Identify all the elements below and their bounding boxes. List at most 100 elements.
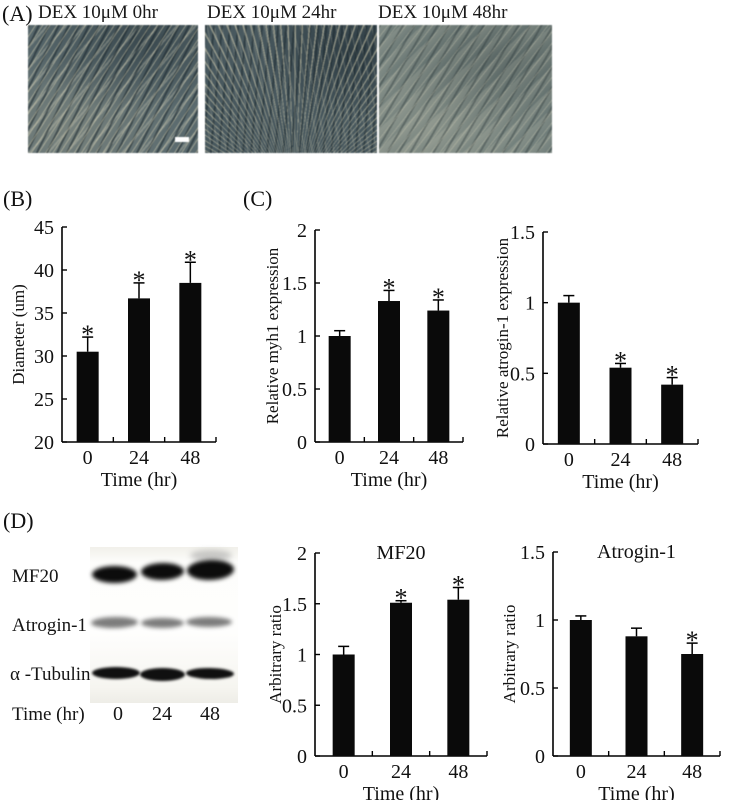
blot-lane-axis-label: Time (hr)	[12, 704, 85, 725]
y-tick-label: 0.5	[520, 678, 545, 700]
blot-band	[140, 562, 185, 581]
y-tick-label: 35	[34, 303, 54, 325]
chart-svg-atrogin1_protein: 0 0.5 1 1.5 0 24 * 48 Time (hr) Arbitrary ratio At…	[500, 541, 721, 800]
y-axis-title: Relative myh1 expression	[263, 247, 282, 424]
x-axis-title: Time (hr)	[582, 471, 658, 493]
significance-asterisk: *	[81, 320, 94, 349]
blot-row-label-atrogin1: Atrogin-1	[12, 615, 87, 636]
bar-0hr	[76, 351, 99, 442]
blot-row-label-alpha-tubulin: α -Tubulin	[10, 664, 91, 685]
y-tick-label: 1.5	[282, 594, 307, 616]
y-tick-label: 1	[297, 326, 307, 348]
x-category-label: 24	[391, 761, 411, 783]
blot-band	[141, 618, 184, 628]
y-tick-label: 20	[34, 432, 54, 454]
micrograph-24hr	[205, 25, 377, 153]
y-tick-label: 0	[297, 432, 307, 454]
micrograph-title-48hr: DEX 10μM 48hr	[378, 2, 508, 23]
x-category-label: 0	[335, 447, 345, 469]
bar-24hr	[390, 602, 412, 756]
y-tick-label: 0	[535, 746, 545, 768]
chart-title: MF20	[377, 542, 426, 564]
x-category-label: 48	[662, 449, 682, 471]
bar-24hr	[128, 298, 150, 442]
y-tick-label: 1.5	[520, 542, 545, 564]
panel-a-label: (A)	[2, 1, 33, 26]
bar-48hr	[681, 654, 704, 756]
bar-0hr	[328, 336, 351, 442]
x-axis-title: Time (hr)	[598, 783, 674, 800]
significance-asterisk: *	[432, 283, 445, 312]
significance-asterisk: *	[686, 626, 699, 655]
y-tick-label: 1	[535, 610, 545, 632]
x-category-label: 0	[339, 761, 349, 783]
micrograph-title-0hr: DEX 10μM 0hr	[38, 2, 158, 23]
blot-band	[90, 616, 139, 629]
y-tick-label: 2	[297, 220, 307, 242]
chart-title: Atrogin-1	[597, 541, 676, 563]
bar-0hr	[569, 620, 592, 756]
chart-svg-mf20_protein: 0 0.5 1 1.5 2 0 * 24 * 48 Time (hr) Arbitrary ratio…	[266, 542, 488, 800]
blot-band	[92, 667, 140, 679]
x-category-label: 48	[448, 761, 468, 783]
blot-lane-label-48: 48	[200, 703, 220, 725]
y-axis-title: Arbitrary ratio	[500, 605, 519, 704]
y-tick-label: 0.5	[282, 695, 307, 717]
y-tick-label: 1.5	[282, 273, 307, 295]
chart-diameter: 20 25 30 35 40 45 * 0 * 24 * 48 Time (hr) Diameter (u…	[0, 210, 240, 502]
significance-asterisk: *	[395, 584, 408, 613]
y-tick-label: 0.5	[510, 363, 535, 385]
x-category-label: 24	[379, 447, 399, 469]
x-category-label: 48	[682, 761, 702, 783]
y-tick-label: 1.5	[510, 222, 535, 244]
y-tick-label: 0	[297, 746, 307, 768]
panel-d-label: (D)	[3, 508, 34, 533]
y-tick-label: 45	[34, 217, 54, 239]
bar-24hr	[378, 301, 400, 442]
blot-lane-label-0: 0	[113, 703, 123, 725]
y-tick-label: 40	[34, 260, 54, 282]
chart-mf20-ratio: 0 0.5 1 1.5 2 0 * 24 * 48 Time (hr) Arbitrary ratio…	[250, 540, 495, 800]
bar-0hr	[332, 654, 355, 756]
significance-asterisk: *	[666, 361, 679, 390]
chart-atrogin1-ratio: 0 0.5 1 1.5 0 24 * 48 Time (hr) Arbitrary ratio At…	[495, 540, 729, 800]
y-tick-label: 1	[297, 645, 307, 667]
western-blot	[90, 547, 238, 703]
x-category-label: 24	[611, 449, 631, 471]
panel-b-label: (B)	[3, 186, 33, 211]
y-tick-label: 0.5	[282, 379, 307, 401]
y-tick-label: 1	[525, 293, 535, 315]
scale-bar	[175, 137, 189, 142]
significance-asterisk: *	[133, 266, 146, 295]
x-category-label: 24	[129, 447, 149, 469]
y-tick-label: 0	[525, 434, 535, 456]
x-axis-title: Time (hr)	[101, 469, 177, 491]
chart-myh1-expression: 0 0.5 1 1.5 2 0 * 24 * 48 Time (hr) Relative myh1 e…	[250, 210, 485, 502]
bar-24hr	[625, 636, 648, 756]
significance-asterisk: *	[184, 245, 197, 274]
y-tick-label: 2	[297, 543, 307, 565]
x-category-label: 0	[576, 761, 586, 783]
blot-band	[185, 667, 235, 680]
blot-band	[186, 559, 235, 581]
bar-0hr	[557, 302, 580, 444]
y-axis-title: Diameter (um)	[9, 284, 28, 385]
significance-asterisk: *	[452, 571, 465, 600]
micrograph-0hr	[28, 25, 198, 153]
micrograph-title-24hr: DEX 10μM 24hr	[207, 2, 337, 23]
chart-atrogin1-expression: 0 0.5 1 1.5 0 * 24 * 48 Time (hr) Relative atrogin…	[490, 210, 729, 502]
x-category-label: 48	[180, 447, 200, 469]
bar-48hr	[447, 599, 470, 756]
blot-band	[190, 550, 232, 561]
significance-asterisk: *	[383, 273, 396, 302]
blot-band	[140, 668, 185, 681]
y-tick-label: 25	[34, 389, 54, 411]
blot-row-label-mf20: MF20	[12, 566, 59, 587]
y-axis-title: Relative atrogin-1 expression	[493, 237, 512, 438]
y-tick-label: 30	[34, 346, 54, 368]
x-category-label: 24	[627, 761, 647, 783]
